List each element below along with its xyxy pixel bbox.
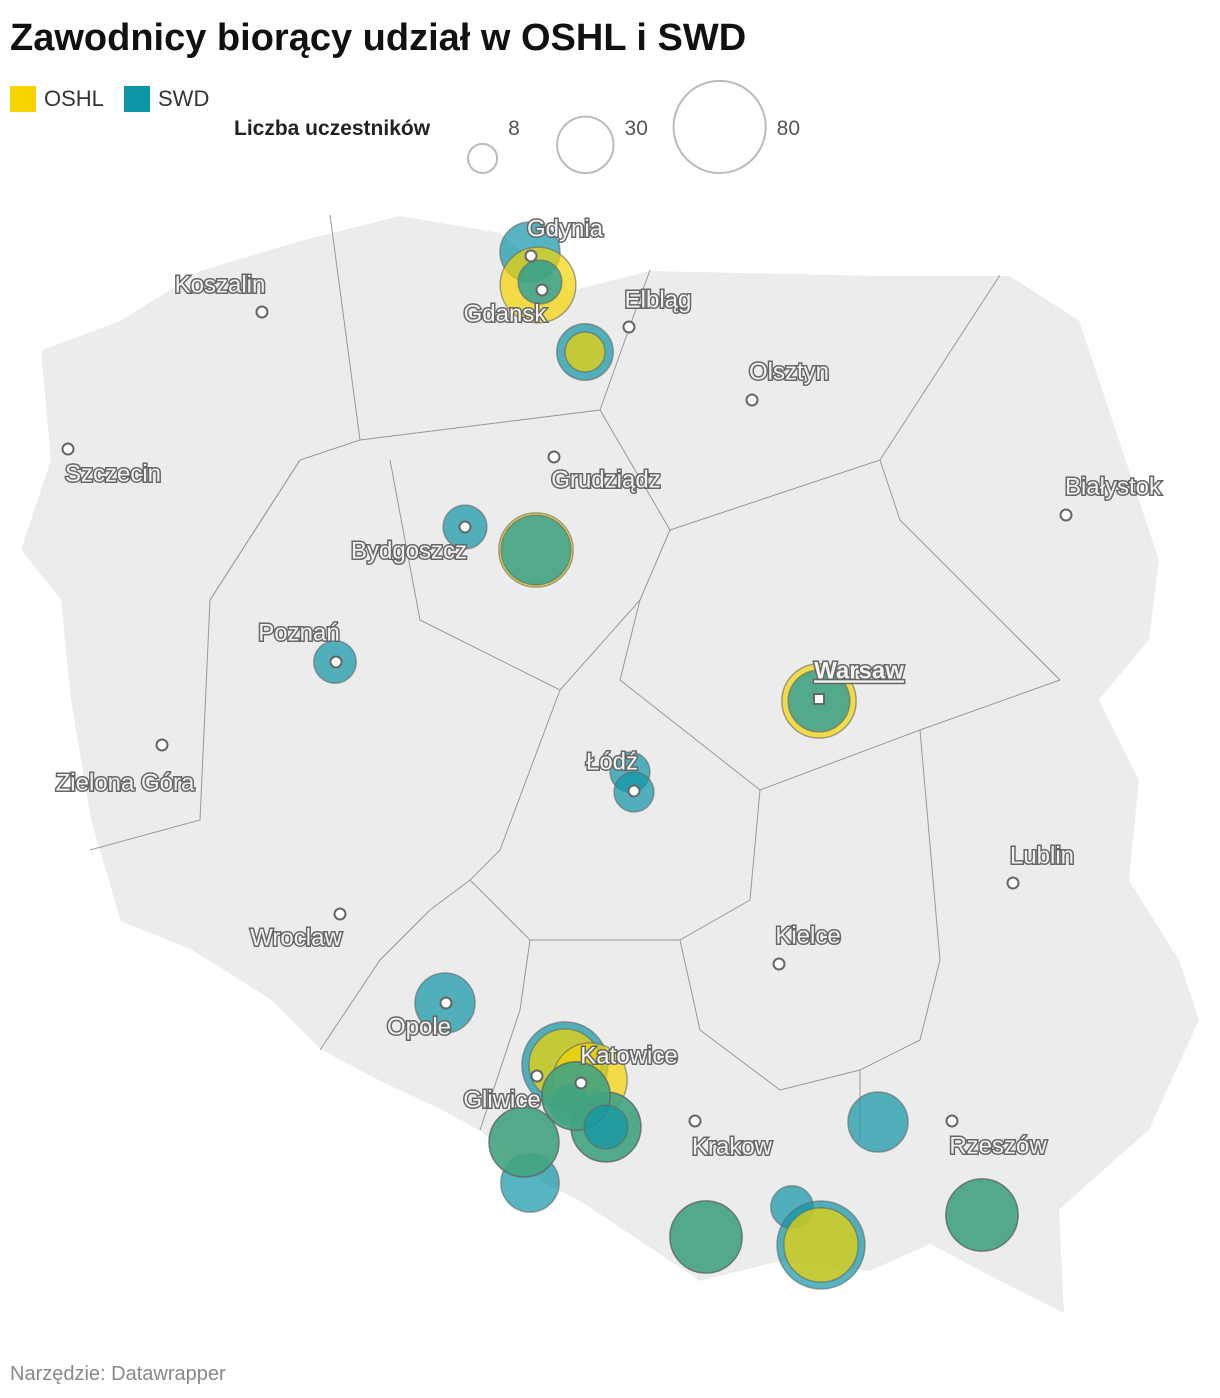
city-dot xyxy=(255,305,269,319)
cities: Gdynia Gdansk Koszalin Elbląg Olsztyn Szczeci… xyxy=(54,214,1163,1162)
city-label: Gdynia xyxy=(527,215,604,242)
city-dot xyxy=(622,320,636,334)
regions xyxy=(89,214,1061,1140)
city-dot xyxy=(458,520,472,534)
city-label: Krakow xyxy=(692,1133,773,1160)
city-dot xyxy=(945,1114,959,1128)
city-label: Opole xyxy=(387,1013,451,1040)
city-label: Rzeszów xyxy=(949,1132,1047,1159)
city-dot xyxy=(530,1069,544,1083)
bubble xyxy=(945,1178,1019,1252)
city-dot xyxy=(524,249,538,263)
title: Zawodnicy biorący udział w OSHL i SWD xyxy=(10,17,746,59)
footer: Narzędzie: Datawrapper xyxy=(10,1363,226,1385)
city-label: Warsaw xyxy=(814,657,904,684)
city-label: Kielce xyxy=(775,922,840,949)
legend-label: SWD xyxy=(158,86,209,111)
city-label: Zielona Góra xyxy=(56,769,195,796)
city-label: Olsztyn xyxy=(749,358,829,385)
city-label: Koszalin xyxy=(175,271,266,298)
bubbles xyxy=(313,221,1019,1290)
bubble xyxy=(847,1091,909,1153)
city-label: Bydgoszcz xyxy=(351,537,467,564)
city-label: Elbląg xyxy=(625,286,692,313)
city-label: Lublin xyxy=(1010,842,1074,869)
city-dot xyxy=(439,996,453,1010)
bubble xyxy=(564,331,606,373)
size-legend-title: Liczba uczestników xyxy=(234,117,431,140)
city-dot xyxy=(333,907,347,921)
legend-swatch xyxy=(124,86,150,112)
city-label: Poznań xyxy=(258,619,339,646)
city-dot xyxy=(155,738,169,752)
city-dot xyxy=(1059,508,1073,522)
legend: OSHL SWD Liczba uczestników 8 30 80 xyxy=(10,79,800,174)
city-dot xyxy=(61,442,75,456)
city-label: Wroclaw xyxy=(250,924,342,951)
city-dot xyxy=(329,655,343,669)
city-label: Łódź xyxy=(586,748,638,775)
city-label: Gliwice xyxy=(463,1086,540,1113)
bubble xyxy=(583,1104,629,1150)
size-legend-label: 8 xyxy=(508,117,520,140)
size-legend-label: 80 xyxy=(777,117,800,140)
city-label: Katowice xyxy=(580,1042,677,1069)
legend-swatch xyxy=(10,86,36,112)
city-dot xyxy=(574,1076,588,1090)
city-dot xyxy=(1006,876,1020,890)
city-label: Gdansk xyxy=(464,300,548,327)
city-label: Grudziądz xyxy=(551,466,660,493)
city-dot xyxy=(688,1114,702,1128)
city-label: Szczecin xyxy=(65,460,161,487)
bubble xyxy=(517,259,563,305)
city-dot xyxy=(745,393,759,407)
size-legend-circle xyxy=(467,142,499,174)
bubble xyxy=(783,1207,859,1283)
city-dot xyxy=(627,784,641,798)
bubble xyxy=(488,1106,560,1178)
city-label: Białystok xyxy=(1065,473,1162,500)
size-legend-label: 30 xyxy=(625,117,648,140)
capital-marker xyxy=(813,693,825,705)
city-dot xyxy=(535,283,549,297)
bubble xyxy=(669,1200,743,1274)
city-dot xyxy=(547,450,561,464)
size-legend-circle xyxy=(556,115,615,174)
city-dot xyxy=(772,957,786,971)
legend-label: OSHL xyxy=(44,86,104,111)
bubble xyxy=(500,514,572,586)
size-legend-circle xyxy=(672,79,767,174)
